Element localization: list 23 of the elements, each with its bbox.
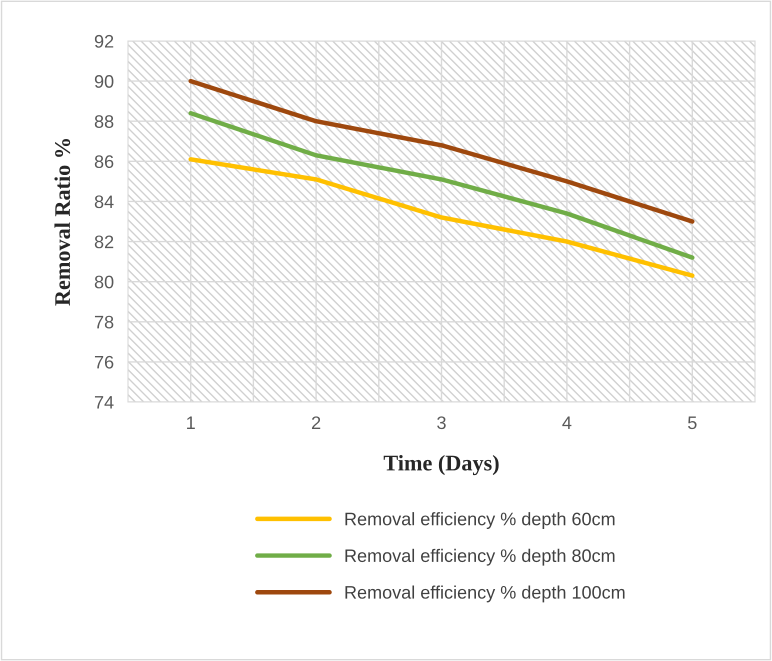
- legend-label: Removal efficiency % depth 80cm: [345, 548, 614, 566]
- y-tick-label: 80: [94, 276, 114, 288]
- y-axis-title: Removal Ratio %: [54, 139, 70, 306]
- x-tick-label: 3: [437, 416, 446, 430]
- legend-label: Removal efficiency % depth 100cm: [345, 585, 624, 602]
- y-tick-label: 78: [94, 316, 114, 328]
- line-series: [188, 78, 695, 224]
- line-series: [188, 157, 695, 278]
- y-tick-label: 90: [94, 75, 114, 88]
- y-tick-label: 92: [94, 34, 114, 48]
- x-tick-label: 2: [312, 416, 320, 429]
- y-tick-label: 74: [94, 396, 114, 409]
- x-axis-title: Time (Days): [384, 454, 499, 476]
- y-tick-label: 88: [94, 115, 114, 128]
- y-tick-label: 84: [94, 195, 114, 208]
- x-tick-label: 4: [562, 416, 572, 429]
- x-tick-label: 1: [187, 416, 195, 429]
- y-tick-label: 76: [94, 356, 114, 369]
- y-tick-label: 86: [94, 155, 114, 168]
- line-series: [188, 110, 695, 260]
- y-tick-label: 82: [94, 235, 114, 248]
- legend-label: Removal efficiency % depth 60cm: [345, 512, 614, 529]
- x-tick-label: 5: [688, 416, 697, 430]
